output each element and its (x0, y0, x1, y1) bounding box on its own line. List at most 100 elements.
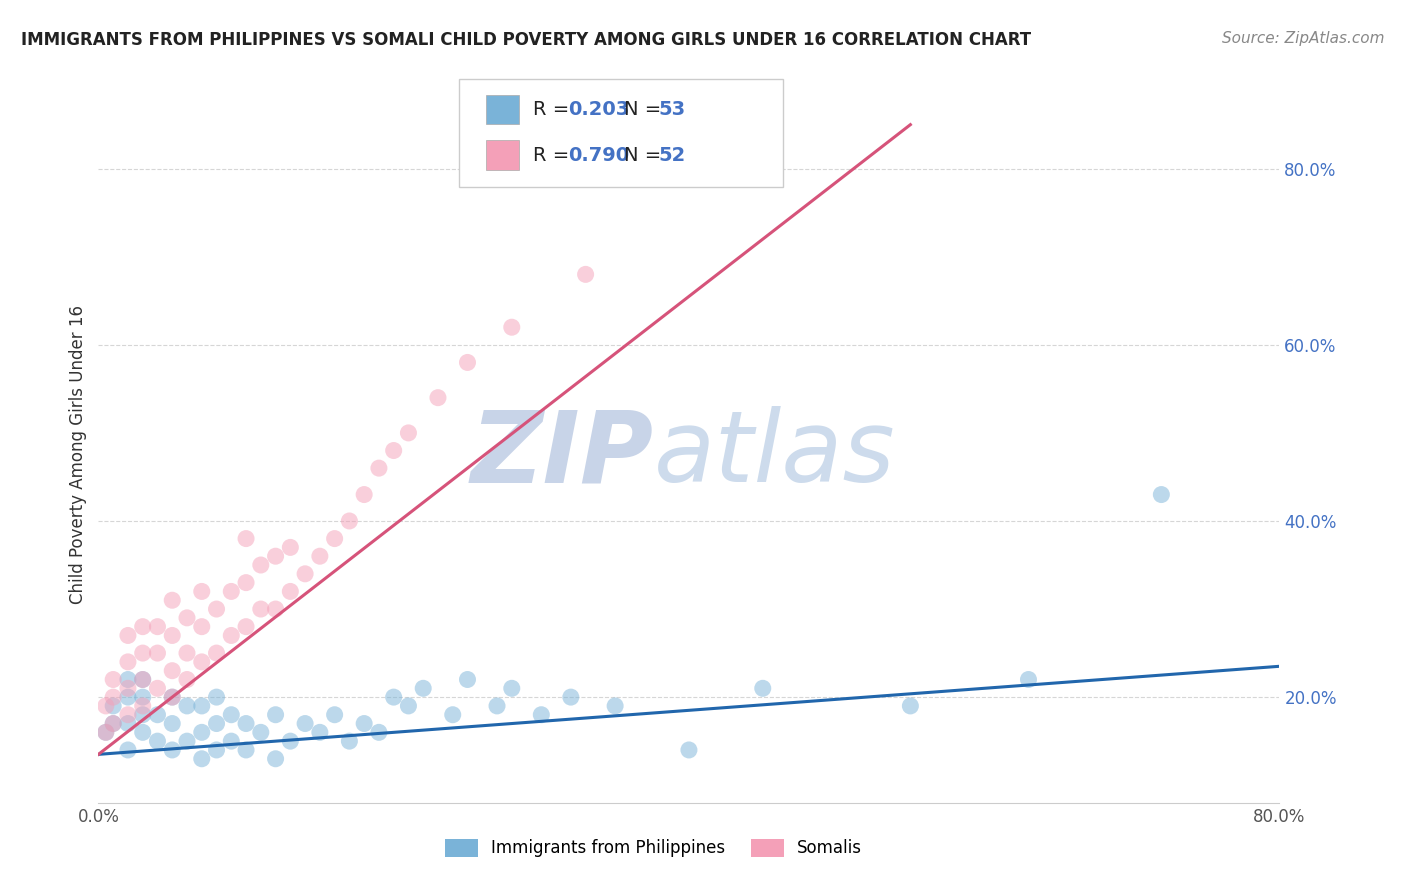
Point (162, 690, 183, 705)
Point (162, 743, 183, 757)
Point (486, 698, 509, 713)
Point (191, 752, 214, 766)
Point (146, 734, 169, 748)
Point (752, 681, 775, 696)
Point (162, 593, 183, 607)
Point (162, 664, 183, 678)
Point (280, 734, 302, 748)
Point (94, 698, 117, 713)
Point (146, 681, 169, 696)
Point (221, 734, 243, 748)
Text: N =: N = (624, 100, 668, 119)
Point (221, 628, 243, 642)
Point (280, 584, 302, 599)
Point (323, 532, 346, 546)
Text: IMMIGRANTS FROM PHILIPPINES VS SOMALI CHILD POVERTY AMONG GIRLS UNDER 16 CORRELA: IMMIGRANTS FROM PHILIPPINES VS SOMALI CH… (21, 31, 1031, 49)
Point (117, 681, 139, 696)
Point (162, 628, 183, 642)
Point (191, 584, 214, 599)
Point (103, 716, 125, 731)
Point (117, 628, 139, 642)
Point (176, 646, 198, 660)
Point (117, 690, 139, 705)
Point (205, 690, 228, 705)
Point (457, 673, 479, 687)
Point (605, 698, 627, 713)
FancyBboxPatch shape (486, 95, 519, 124)
Point (309, 549, 332, 564)
Point (412, 681, 434, 696)
Point (235, 575, 257, 590)
Point (176, 611, 198, 625)
Point (264, 752, 287, 766)
Text: 0.203: 0.203 (568, 100, 630, 119)
Point (294, 716, 316, 731)
Point (117, 743, 139, 757)
Point (457, 355, 479, 369)
Point (205, 743, 228, 757)
Point (132, 725, 155, 739)
Point (117, 673, 139, 687)
Point (205, 716, 228, 731)
Point (368, 725, 391, 739)
Point (132, 707, 155, 722)
Text: Source: ZipAtlas.com: Source: ZipAtlas.com (1222, 31, 1385, 46)
Point (191, 655, 214, 669)
Point (280, 541, 302, 555)
Point (250, 558, 273, 572)
Point (146, 646, 169, 660)
Point (368, 461, 391, 475)
Point (191, 698, 214, 713)
Point (560, 690, 582, 705)
Point (132, 620, 155, 634)
Point (117, 716, 139, 731)
Point (94, 725, 117, 739)
Point (146, 620, 169, 634)
Point (398, 698, 420, 713)
Point (176, 734, 198, 748)
Text: 52: 52 (658, 145, 686, 164)
Text: R =: R = (533, 145, 575, 164)
Point (132, 673, 155, 687)
FancyBboxPatch shape (458, 79, 783, 187)
Point (103, 673, 125, 687)
Point (132, 690, 155, 705)
Point (176, 673, 198, 687)
Point (1150, 487, 1173, 501)
Text: 53: 53 (658, 100, 685, 119)
Point (250, 602, 273, 616)
Point (382, 443, 405, 458)
Point (132, 673, 155, 687)
Point (339, 734, 361, 748)
Point (678, 743, 700, 757)
Point (191, 620, 214, 634)
Y-axis label: Child Poverty Among Girls Under 16: Child Poverty Among Girls Under 16 (69, 305, 87, 605)
Point (103, 690, 125, 705)
Point (264, 707, 287, 722)
Point (176, 698, 198, 713)
Point (264, 602, 287, 616)
Text: 0.790: 0.790 (568, 145, 630, 164)
Point (235, 532, 257, 546)
Point (398, 425, 420, 440)
Point (441, 707, 464, 722)
Point (575, 268, 598, 282)
Point (1018, 673, 1040, 687)
Point (353, 716, 375, 731)
Point (530, 707, 553, 722)
Point (205, 602, 228, 616)
Point (103, 698, 125, 713)
Point (162, 716, 183, 731)
Point (323, 707, 346, 722)
Point (250, 725, 273, 739)
Point (191, 725, 214, 739)
Legend: Immigrants from Philippines, Somalis: Immigrants from Philippines, Somalis (439, 832, 869, 864)
Text: atlas: atlas (654, 407, 896, 503)
Point (427, 391, 450, 405)
Point (501, 681, 523, 696)
Point (221, 584, 243, 599)
Point (309, 725, 332, 739)
Point (221, 707, 243, 722)
Point (264, 549, 287, 564)
Text: ZIP: ZIP (471, 407, 654, 503)
